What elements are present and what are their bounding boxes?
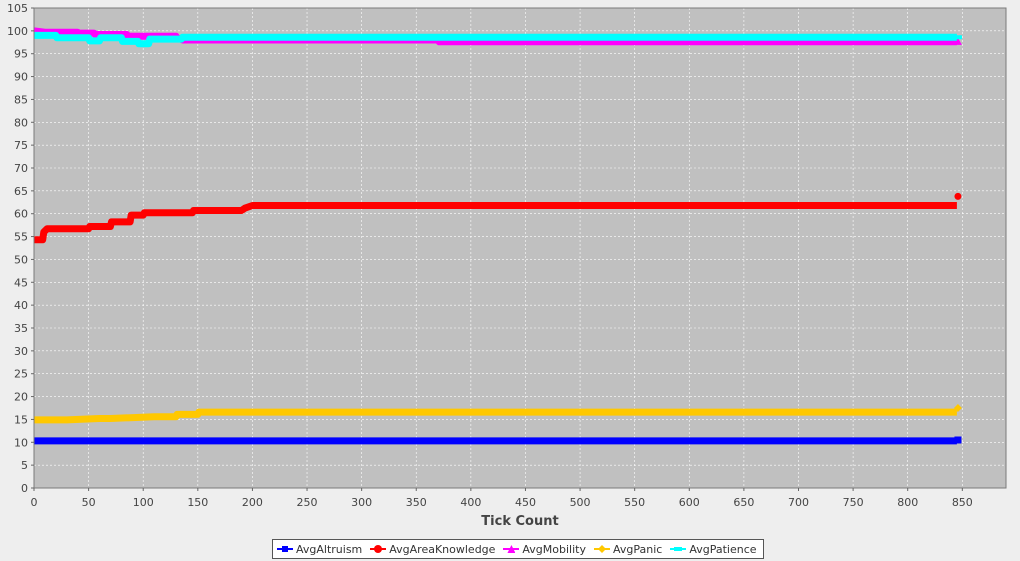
legend-label: AvgPanic bbox=[613, 542, 663, 556]
legend-item-avgpatience: AvgPatience bbox=[670, 542, 757, 556]
y-tick-label: 0 bbox=[21, 482, 28, 495]
x-tick-label: 350 bbox=[406, 496, 427, 509]
x-tick-label: 700 bbox=[788, 496, 809, 509]
x-tick-label: 750 bbox=[843, 496, 864, 509]
end-marker-avgpatience bbox=[953, 35, 962, 40]
end-marker-avgpanic bbox=[953, 404, 962, 412]
y-tick-label: 85 bbox=[14, 93, 28, 106]
y-tick-label: 45 bbox=[14, 276, 28, 289]
y-tick-label: 70 bbox=[14, 162, 28, 175]
y-tick-label: 5 bbox=[21, 459, 28, 472]
legend-label: AvgAltruism bbox=[296, 542, 363, 556]
x-tick-label: 0 bbox=[31, 496, 38, 509]
x-tick-label: 500 bbox=[570, 496, 591, 509]
legend-label: AvgAreaKnowledge bbox=[389, 542, 496, 556]
legend-swatch-circle-icon bbox=[370, 544, 387, 554]
y-tick-label: 55 bbox=[14, 231, 28, 244]
x-tick-label: 100 bbox=[133, 496, 154, 509]
x-tick-label: 600 bbox=[679, 496, 700, 509]
y-tick-label: 25 bbox=[14, 368, 28, 381]
x-tick-label: 50 bbox=[82, 496, 96, 509]
plot-border bbox=[33, 7, 1007, 489]
legend-swatch-square-icon bbox=[277, 544, 293, 554]
y-tick-label: 40 bbox=[14, 299, 28, 312]
y-tick-label: 80 bbox=[14, 116, 28, 129]
gridlines bbox=[34, 7, 1006, 488]
axes: 0 5 10 15 20 25 30 35 40 45 50 55 60 65 70 75 80 85 90 95 10… bbox=[7, 2, 973, 509]
y-tick-label: 20 bbox=[14, 391, 28, 404]
series-line-avgareaknowledge bbox=[34, 202, 957, 244]
y-tick-label: 10 bbox=[14, 436, 28, 449]
legend-swatch-dash-icon bbox=[670, 544, 687, 554]
y-tick-label: 50 bbox=[14, 253, 28, 266]
y-tick-label: 90 bbox=[14, 71, 28, 84]
legend-item-avgaltruism: AvgAltruism bbox=[277, 543, 362, 556]
x-tick-label: 800 bbox=[897, 496, 918, 509]
x-tick-label: 550 bbox=[624, 496, 645, 509]
x-tick-label: 150 bbox=[187, 496, 208, 509]
y-tick-label: 15 bbox=[14, 413, 28, 426]
end-marker-avgaltruism bbox=[954, 436, 962, 444]
x-tick-label: 200 bbox=[242, 496, 263, 509]
y-tick-label: 105 bbox=[7, 2, 28, 15]
legend-label: AvgMobility bbox=[522, 542, 586, 556]
series-line-avgpanic bbox=[34, 408, 957, 424]
series-line-avgpatience bbox=[34, 31, 957, 48]
legend-swatch-diamond-icon bbox=[594, 544, 610, 554]
y-tick-label: 100 bbox=[7, 25, 28, 38]
x-tick-label: 650 bbox=[733, 496, 754, 509]
legend-item-avgmobility: AvgMobility bbox=[503, 543, 586, 556]
y-tick-label: 60 bbox=[14, 208, 28, 221]
legend-item-avgpanic: AvgPanic bbox=[594, 543, 662, 556]
y-tick-label: 35 bbox=[14, 322, 28, 335]
x-tick-label: 250 bbox=[297, 496, 318, 509]
y-tick-label: 75 bbox=[14, 139, 28, 152]
legend-swatch-triangle-icon bbox=[503, 544, 520, 554]
end-marker-avgmobility bbox=[953, 37, 962, 45]
plot-area bbox=[34, 8, 1006, 488]
x-tick-label: 850 bbox=[952, 496, 973, 509]
end-marker-avgareaknowledge bbox=[954, 192, 962, 200]
series-layer bbox=[33, 27, 962, 445]
x-tick-label: 300 bbox=[351, 496, 372, 509]
chart-legend: AvgAltruism AvgAreaKnowledge AvgMobility Av… bbox=[272, 539, 764, 559]
legend-label: AvgPatience bbox=[689, 542, 757, 556]
y-tick-label: 65 bbox=[14, 185, 28, 198]
y-tick-label: 95 bbox=[14, 48, 28, 61]
legend-item-avgareaknowledge: AvgAreaKnowledge bbox=[370, 543, 495, 556]
y-tick-label: 30 bbox=[14, 345, 28, 358]
x-tick-label: 400 bbox=[460, 496, 481, 509]
x-tick-label: 450 bbox=[515, 496, 536, 509]
x-axis-label: Tick Count bbox=[481, 514, 558, 529]
